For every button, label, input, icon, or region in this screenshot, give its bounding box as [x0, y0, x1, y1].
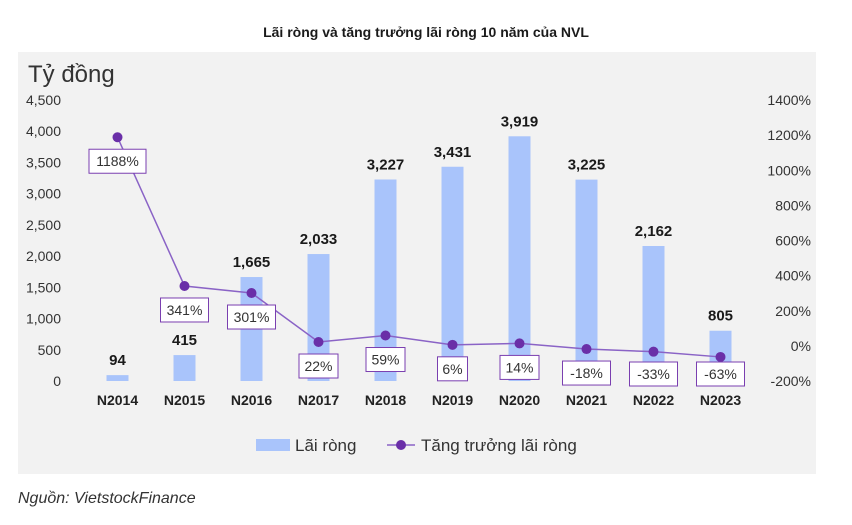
growth-label-box — [227, 304, 276, 330]
bar-value-label: 805 — [708, 308, 733, 325]
x-axis-label: N2021 — [566, 392, 607, 408]
bar-value-label: 2,033 — [300, 231, 338, 248]
bar-value-label: 3,227 — [367, 156, 405, 173]
x-axis-label: N2019 — [432, 392, 473, 408]
growth-marker-N2021 — [581, 344, 592, 355]
growth-label: 301% — [234, 309, 270, 325]
growth-marker-N2019 — [447, 339, 458, 350]
growth-marker-N2014 — [112, 132, 123, 143]
x-axis-label: N2022 — [633, 392, 674, 408]
left-axis-tick-label: 2,000 — [26, 248, 61, 264]
bar-N2018 — [374, 179, 397, 381]
growth-marker-N2017 — [313, 337, 324, 348]
left-axis-tick-label: 500 — [38, 342, 62, 358]
right-axis-tick-label: -200% — [771, 373, 811, 389]
bar-value-label: 3,225 — [568, 157, 606, 174]
bar-value-label: 1,665 — [233, 254, 271, 271]
left-axis-tick-label: 3,000 — [26, 186, 61, 202]
bar-N2014 — [106, 375, 129, 381]
bar-N2019 — [441, 166, 464, 381]
legend-line-marker — [396, 440, 406, 450]
x-axis-label: N2020 — [499, 392, 540, 408]
growth-marker-N2016 — [246, 288, 257, 299]
right-axis-tick-label: 200% — [775, 303, 811, 319]
bar-value-label: 3,431 — [434, 144, 472, 161]
bar-value-label: 415 — [172, 332, 197, 349]
growth-label: 14% — [505, 359, 533, 375]
left-axis-tick-label: 1,000 — [26, 311, 61, 327]
growth-label-box — [298, 353, 339, 379]
right-axis-tick-label: 1000% — [767, 162, 811, 178]
bar-N2021 — [575, 179, 598, 381]
x-axis-label: N2017 — [298, 392, 339, 408]
legend-bar-label: Lãi ròng — [295, 436, 356, 455]
growth-label: -33% — [637, 366, 670, 382]
right-axis-tick-label: 0% — [791, 338, 811, 354]
source-note: Nguồn: VietstockFinance — [18, 490, 196, 507]
bar-N2020 — [508, 136, 531, 381]
growth-label: -63% — [704, 366, 737, 382]
growth-label-box — [160, 297, 209, 323]
legend-line-label: Tăng trưởng lãi ròng — [421, 436, 577, 455]
x-axis-label: N2016 — [231, 392, 272, 408]
growth-label: 6% — [442, 361, 462, 377]
growth-label: 1188% — [96, 153, 139, 169]
x-axis-label: N2015 — [164, 392, 205, 408]
left-axis-tick-label: 2,500 — [26, 217, 61, 233]
growth-line — [116, 136, 721, 358]
growth-marker-N2018 — [380, 330, 391, 341]
growth-label-box — [499, 354, 540, 380]
x-axis-label: N2014 — [97, 392, 138, 408]
y-axis-unit-label: Tỷ đồng — [28, 61, 115, 88]
combo-chart: Tỷ đồng 0 500 1,000 1,500 2,000 2,500 3,000 3,5… — [26, 61, 811, 455]
growth-marker-N2020 — [514, 338, 525, 349]
right-axis-tick-label: 600% — [775, 233, 811, 249]
growth-label: -18% — [570, 365, 603, 381]
bar-value-label: 2,162 — [635, 223, 673, 240]
growth-label-box — [562, 360, 611, 386]
left-axis-tick-label: 3,500 — [26, 154, 61, 170]
bar-value-label: 3,919 — [501, 113, 539, 130]
growth-label: 59% — [371, 352, 399, 368]
bar-N2015 — [173, 355, 196, 381]
left-axis-tick-label: 0 — [53, 373, 61, 389]
x-axis-label: N2018 — [365, 392, 406, 408]
growth-label: 22% — [304, 358, 332, 374]
growth-marker-N2022 — [648, 346, 659, 357]
growth-label-box — [629, 361, 678, 387]
left-axis-tick-label: 4,000 — [26, 123, 61, 139]
bar-N2022 — [642, 245, 665, 381]
right-axis-tick-label: 400% — [775, 268, 811, 284]
bar-N2017 — [307, 254, 330, 381]
growth-label-box — [437, 356, 468, 382]
growth-marker-N2015 — [179, 280, 190, 291]
growth-label-box — [365, 347, 406, 373]
bar-value-label: 94 — [109, 352, 126, 369]
chart-panel: Tỷ đồng 0 500 1,000 1,500 2,000 2,500 3,000 3,5… — [18, 52, 816, 474]
right-axis-tick-label: 1400% — [767, 92, 811, 108]
growth-label-box — [696, 361, 745, 387]
x-axis-label: N2023 — [700, 392, 741, 408]
growth-marker-N2023 — [715, 351, 726, 362]
right-axis-tick-label: 1200% — [767, 127, 811, 143]
left-axis-tick-label: 4,500 — [26, 92, 61, 108]
left-axis-tick-label: 1,500 — [26, 279, 61, 295]
chart-title: Lãi ròng và tăng trưởng lãi ròng 10 năm … — [263, 24, 589, 40]
growth-label-box — [88, 148, 147, 174]
growth-label: 341% — [167, 302, 203, 318]
legend-bar-swatch — [256, 439, 290, 451]
right-axis-tick-label: 800% — [775, 197, 811, 213]
